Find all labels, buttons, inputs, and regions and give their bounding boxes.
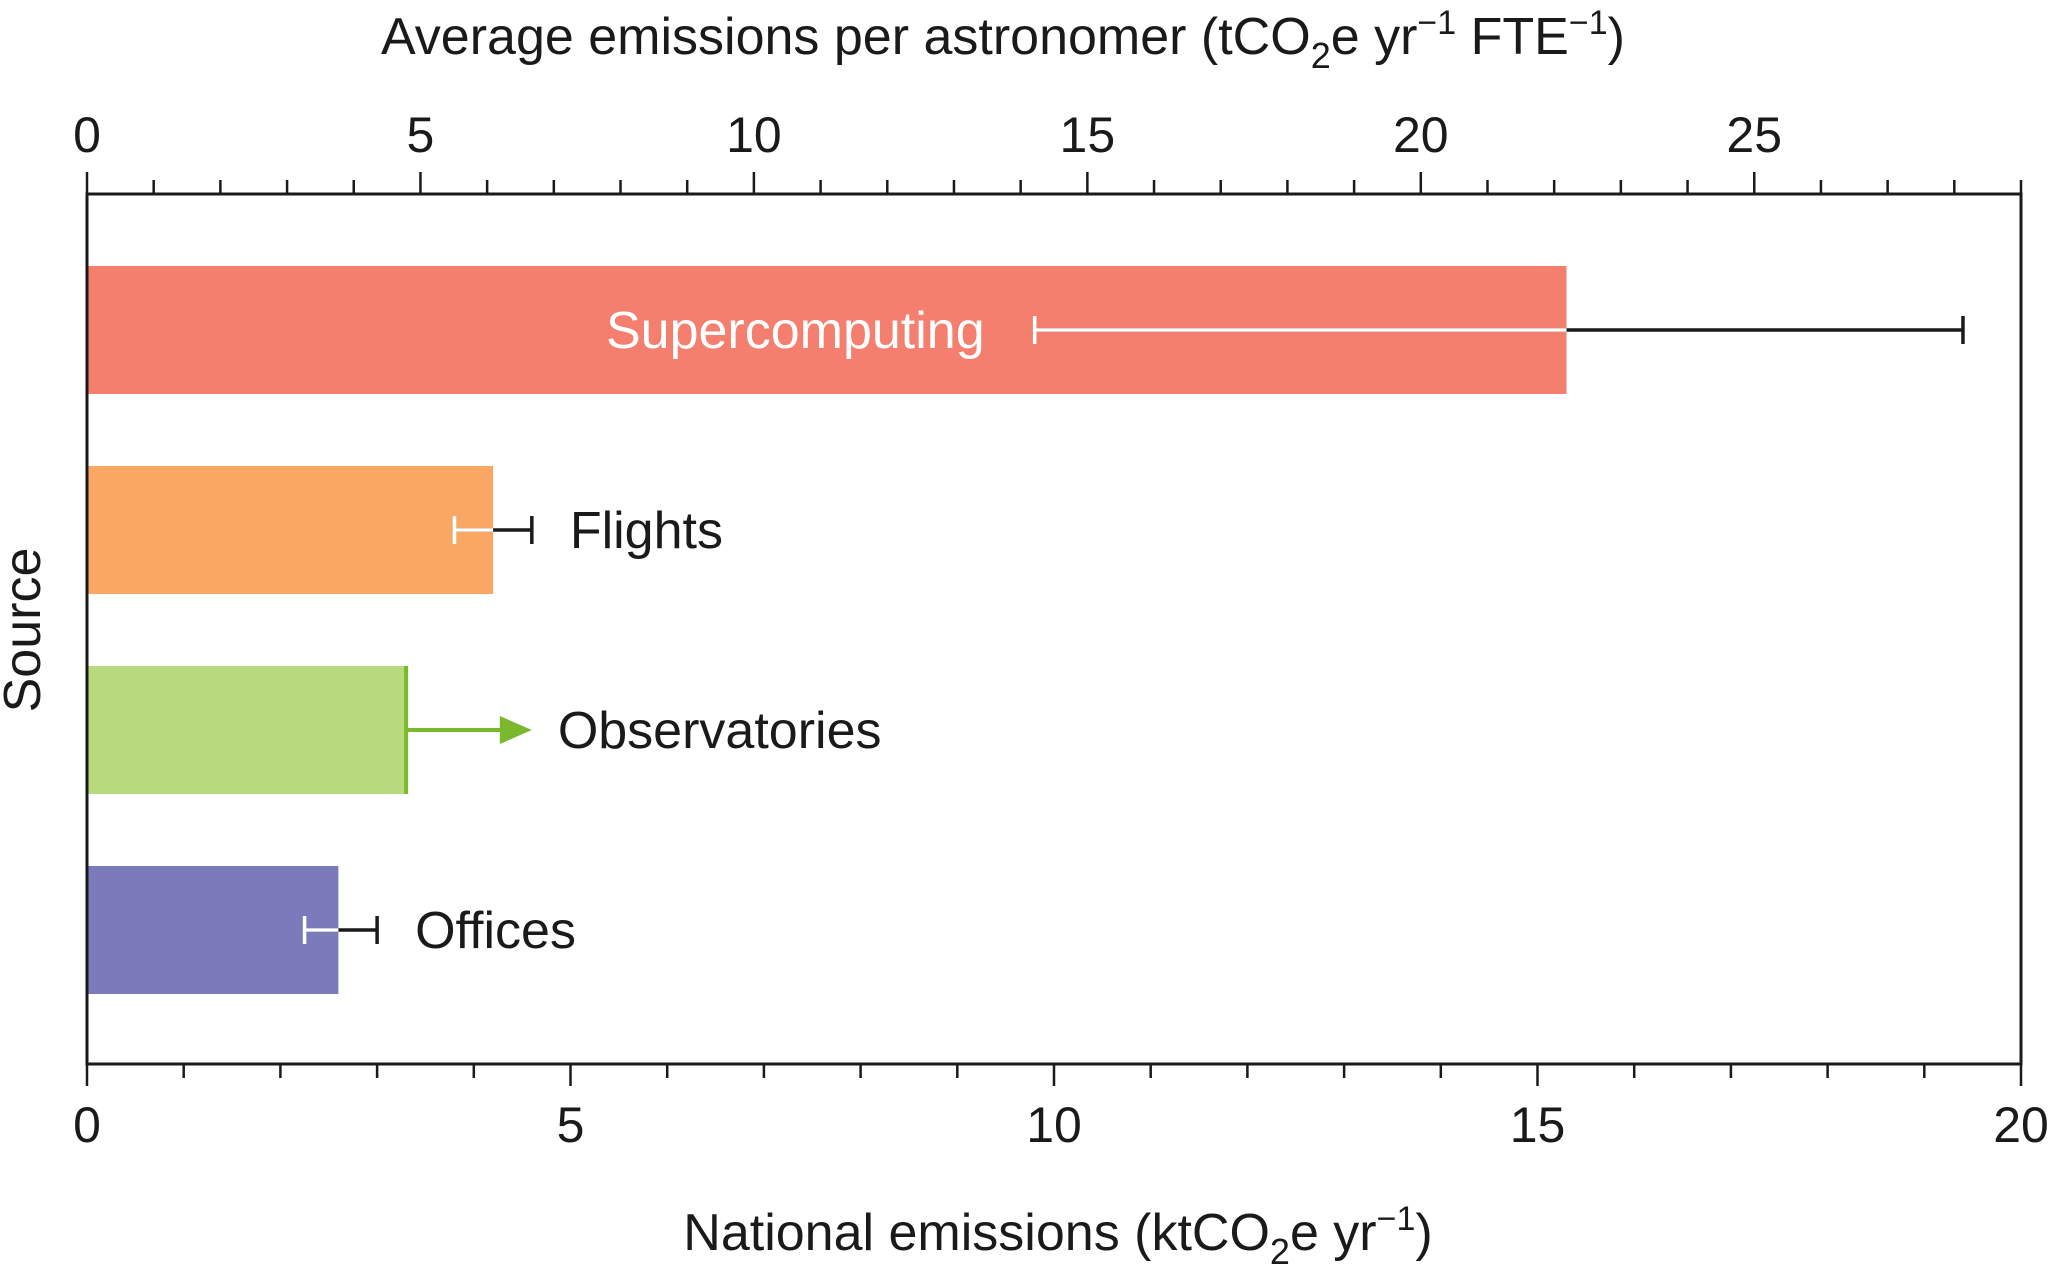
top-tick-label: 15 [1060, 107, 1116, 163]
bar-label: Observatories [558, 702, 882, 760]
bar-label: Offices [415, 902, 576, 960]
bottom-axis-tick-labels: 0 5 10 15 20 [73, 1097, 2048, 1153]
bar-rect [87, 666, 407, 794]
top-tick-label: 20 [1393, 107, 1449, 163]
bar-rect [87, 466, 494, 594]
bar-label: Supercomputing [606, 302, 985, 360]
bar-supercomputing: Supercomputing [87, 266, 1965, 394]
bottom-tick-label: 10 [1026, 1097, 1082, 1153]
bar-offices: Offices [87, 866, 576, 994]
top-tick-label: 25 [1726, 107, 1782, 163]
top-axis-ticks [85, 172, 2023, 194]
bottom-axis-ticks [85, 1064, 2023, 1086]
bottom-tick-label: 20 [1993, 1097, 2048, 1153]
top-tick-label: 0 [73, 107, 101, 163]
bottom-tick-label: 0 [73, 1097, 101, 1153]
top-axis-title: Average emissions per astronomer (tCO2e … [381, 4, 1625, 76]
bar-flights: Flights [87, 466, 723, 594]
bar-label: Flights [570, 502, 723, 560]
top-tick-label: 10 [726, 107, 782, 163]
top-axis-tick-labels: 0 5 10 15 20 25 [73, 107, 1782, 163]
bottom-axis-title: National emissions (ktCO2e yr−1) [683, 1200, 1432, 1269]
bottom-tick-label: 5 [557, 1097, 585, 1153]
bar-observatories: Observatories [87, 666, 882, 794]
lower-limit-arrow-head [499, 716, 532, 744]
bottom-tick-label: 15 [1510, 1097, 1566, 1153]
y-axis-title: Source [0, 548, 52, 713]
bar-rect [87, 866, 339, 994]
top-tick-label: 5 [407, 107, 435, 163]
